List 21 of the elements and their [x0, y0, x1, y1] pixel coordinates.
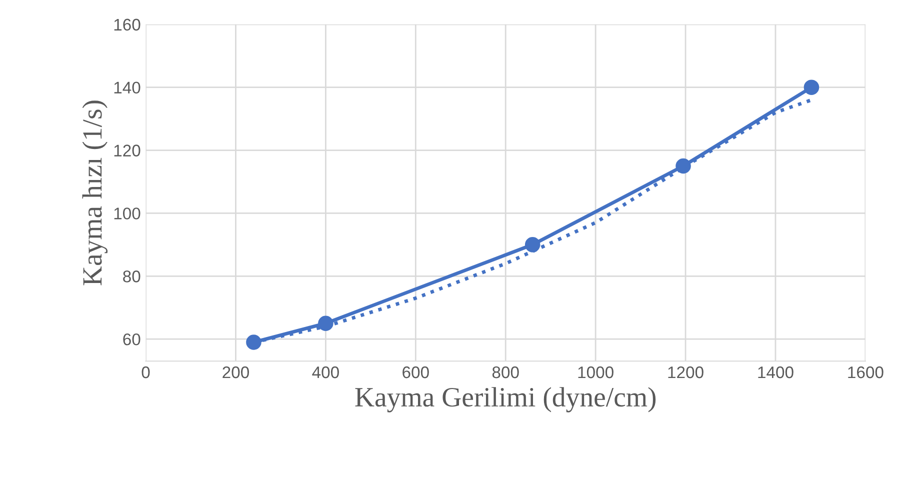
x-tick-label: 1400 [758, 366, 794, 378]
y-tick-label: 80 [123, 270, 140, 282]
x-axis-title: Kayma Gerilimi (dyne/cm) [355, 387, 656, 412]
x-tick-label: 200 [222, 366, 249, 378]
y-tick-label: 160 [114, 18, 140, 31]
y-tick-label: 140 [114, 82, 140, 94]
x-tick-label: 1600 [848, 366, 884, 378]
x-tick-label: 1200 [668, 366, 704, 378]
point [318, 316, 334, 331]
x-tick-label: 0 [142, 366, 150, 378]
x-tick-label: 800 [492, 366, 519, 378]
point [246, 334, 262, 350]
x-tick-label: 600 [402, 366, 429, 378]
x-tick-label: 1000 [578, 366, 614, 378]
point [804, 80, 820, 95]
y-axis-title: Kayma hızı (1/s) [82, 100, 108, 286]
x-tick-label: 400 [312, 366, 339, 378]
point [524, 237, 540, 252]
y-tick-label: 60 [123, 333, 140, 346]
y-tick-label: 100 [114, 208, 140, 220]
y-tick-label: 120 [114, 144, 140, 156]
